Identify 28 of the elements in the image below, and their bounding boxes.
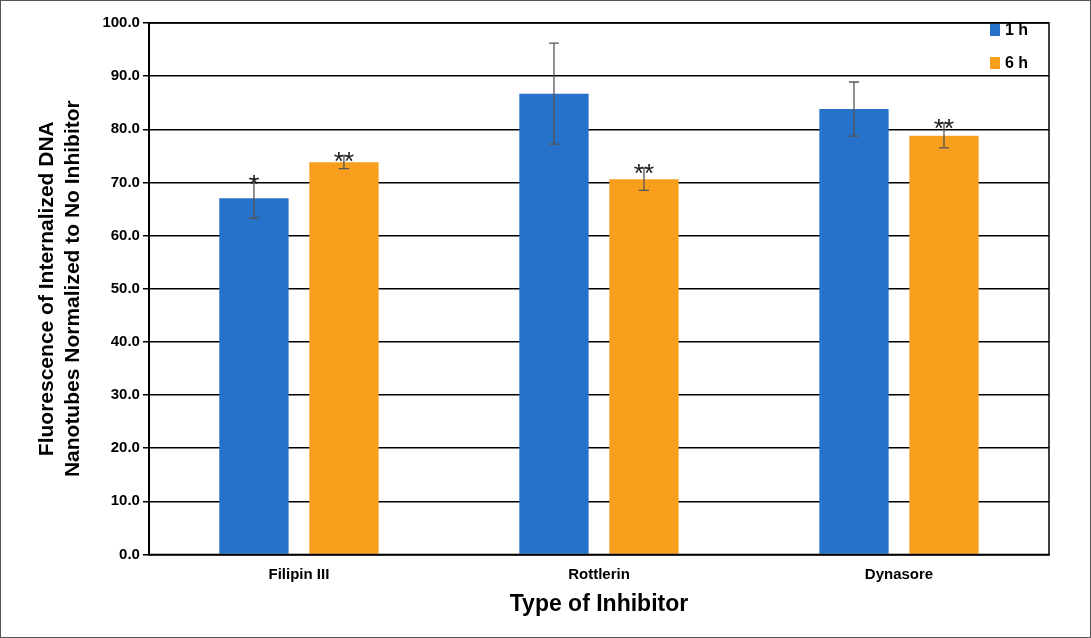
bar bbox=[909, 135, 979, 554]
x-tick-label: Rottlerin bbox=[568, 564, 630, 582]
x-tick-label: Filipin III bbox=[268, 564, 330, 582]
y-tick-label: 60.0 bbox=[110, 225, 140, 243]
y-tick-label: 90.0 bbox=[110, 66, 140, 84]
annotation: ** bbox=[333, 145, 355, 176]
y-tick-label: 80.0 bbox=[110, 119, 140, 137]
y-tick-label: 20.0 bbox=[110, 438, 140, 456]
x-axis-title: Type of Inhibitor bbox=[509, 589, 689, 616]
y-tick-label: 70.0 bbox=[110, 172, 140, 190]
bar bbox=[219, 198, 289, 554]
y-tick-label: 30.0 bbox=[110, 385, 140, 403]
bar bbox=[819, 109, 889, 554]
legend-label: 6 h bbox=[1004, 53, 1028, 73]
legend-label: 1 h bbox=[1004, 20, 1028, 40]
y-tick-label: 10.0 bbox=[110, 491, 140, 509]
y-tick-label: 100.0 bbox=[102, 13, 140, 31]
annotation: ** bbox=[933, 113, 955, 144]
bar bbox=[309, 162, 379, 554]
x-tick-label: Dynasore bbox=[864, 564, 934, 582]
y-tick-label: 40.0 bbox=[110, 331, 140, 349]
y-tick-label: 50.0 bbox=[110, 278, 140, 296]
annotation: ** bbox=[633, 158, 655, 189]
y-tick-label: 0.0 bbox=[119, 544, 140, 562]
annotation: * bbox=[248, 168, 260, 199]
bar bbox=[519, 93, 589, 554]
y-axis-title: Fluorescence of Internalized DNA Nanotubes Normalized to No Inhibitor bbox=[34, 100, 83, 478]
bar bbox=[609, 179, 679, 554]
